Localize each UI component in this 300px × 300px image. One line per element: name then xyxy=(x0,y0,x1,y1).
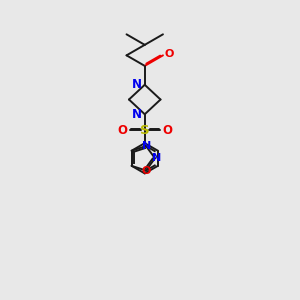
Text: O: O xyxy=(165,49,174,59)
Text: N: N xyxy=(142,141,152,151)
Text: N: N xyxy=(132,78,142,91)
Text: O: O xyxy=(141,167,151,176)
Text: S: S xyxy=(140,124,150,136)
Text: O: O xyxy=(162,124,172,136)
Text: N: N xyxy=(132,108,142,121)
Text: O: O xyxy=(118,124,128,136)
Text: N: N xyxy=(152,153,161,163)
